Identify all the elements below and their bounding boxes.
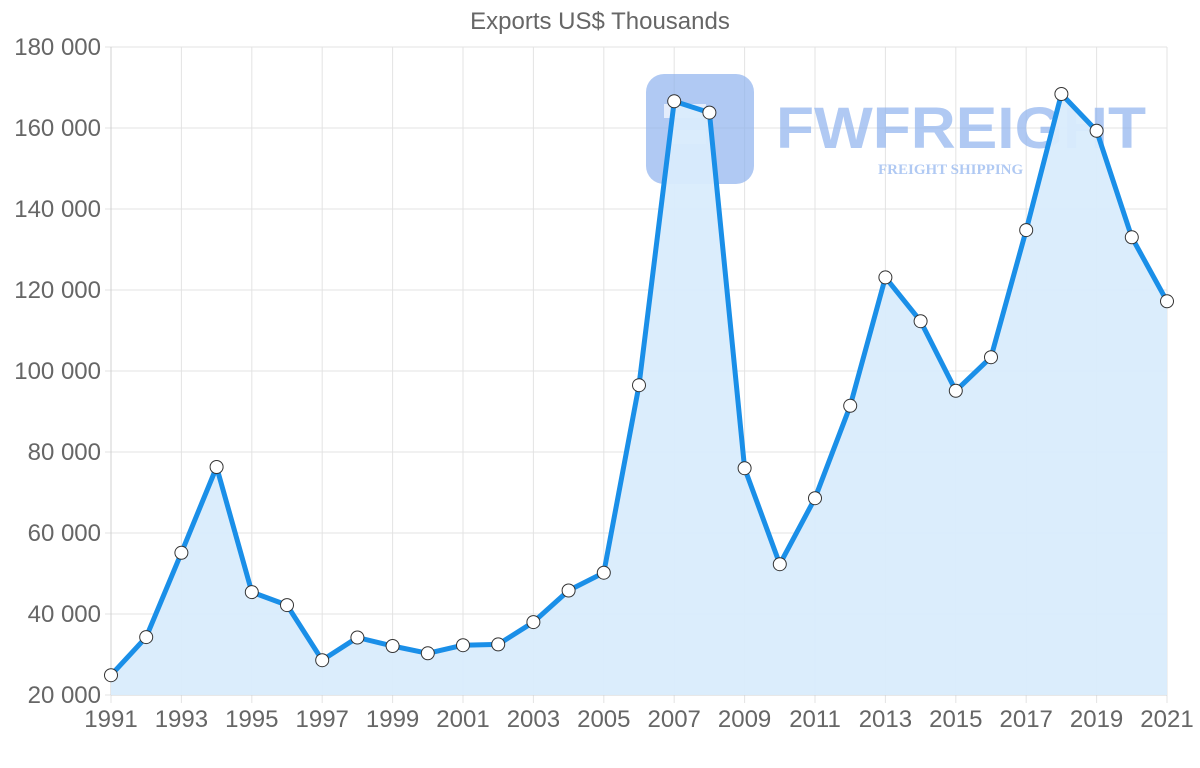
data-point[interactable]: [526, 615, 541, 630]
data-point[interactable]: [350, 630, 365, 645]
x-axis: 1991 1993 1995 1997 1999 2001 2003 2005 2007 2009…: [84, 706, 1193, 733]
x-tick-label: 2003: [507, 706, 560, 733]
data-point[interactable]: [878, 270, 893, 285]
data-point[interactable]: [772, 557, 787, 572]
data-point[interactable]: [104, 668, 118, 683]
x-tick-label: 2011: [789, 706, 841, 733]
watermark-tagline: FREIGHT SHIPPING: [878, 162, 1023, 178]
data-point[interactable]: [808, 491, 822, 506]
y-tick-label: 40 000: [28, 601, 101, 628]
y-tick-label: 160 000: [14, 115, 101, 142]
data-point[interactable]: [1054, 87, 1069, 101]
x-tick-label: 2015: [929, 706, 982, 733]
y-tick-label: 80 000: [28, 439, 101, 466]
data-point[interactable]: [1160, 294, 1174, 309]
x-tick-label: 1997: [296, 706, 349, 733]
x-tick-label: 2007: [648, 706, 701, 733]
data-point[interactable]: [632, 378, 646, 393]
y-tick-label: 180 000: [14, 34, 101, 61]
chart-title: Exports US$ Thousands: [470, 8, 730, 35]
data-point[interactable]: [491, 637, 506, 652]
x-tick-label: 2005: [577, 706, 630, 733]
x-tick-label: 2013: [859, 706, 912, 733]
x-tick-label: 2021: [1140, 706, 1193, 733]
y-tick-label: 120 000: [14, 277, 101, 304]
data-point[interactable]: [244, 585, 259, 600]
x-tick-label: 2009: [718, 706, 771, 733]
data-point[interactable]: [1124, 230, 1139, 245]
y-axis: 20 000 40 000 60 000 80 000 100 000 120 000 14…: [14, 34, 101, 709]
data-point[interactable]: [561, 583, 576, 598]
data-point[interactable]: [209, 460, 224, 474]
data-point[interactable]: [948, 383, 963, 398]
x-tick-label: 2017: [1000, 706, 1053, 733]
data-point[interactable]: [1089, 123, 1104, 138]
data-point[interactable]: [667, 94, 682, 109]
x-tick-label: 1993: [155, 706, 208, 733]
x-tick-label: 2001: [436, 706, 489, 733]
data-point[interactable]: [843, 398, 858, 413]
data-points: [104, 87, 1174, 683]
data-point[interactable]: [420, 646, 435, 661]
data-point[interactable]: [737, 461, 752, 476]
x-tick-label: 2019: [1070, 706, 1123, 733]
data-point[interactable]: [913, 314, 928, 329]
x-tick-label: 1991: [84, 706, 137, 733]
data-point[interactable]: [139, 630, 154, 645]
data-point[interactable]: [596, 565, 611, 580]
data-point[interactable]: [984, 350, 998, 365]
data-point[interactable]: [280, 598, 294, 613]
data-point[interactable]: [456, 638, 470, 653]
y-tick-label: 20 000: [28, 682, 101, 709]
data-point[interactable]: [702, 105, 717, 120]
data-point[interactable]: [315, 653, 330, 668]
y-tick-label: 140 000: [14, 196, 101, 223]
y-tick-label: 100 000: [14, 358, 101, 385]
x-tick-label: 1999: [366, 706, 419, 733]
data-point[interactable]: [174, 545, 189, 560]
data-point[interactable]: [1019, 223, 1034, 238]
data-point[interactable]: [385, 639, 400, 653]
y-tick-label: 60 000: [28, 520, 101, 547]
x-tick-label: 1995: [225, 706, 278, 733]
